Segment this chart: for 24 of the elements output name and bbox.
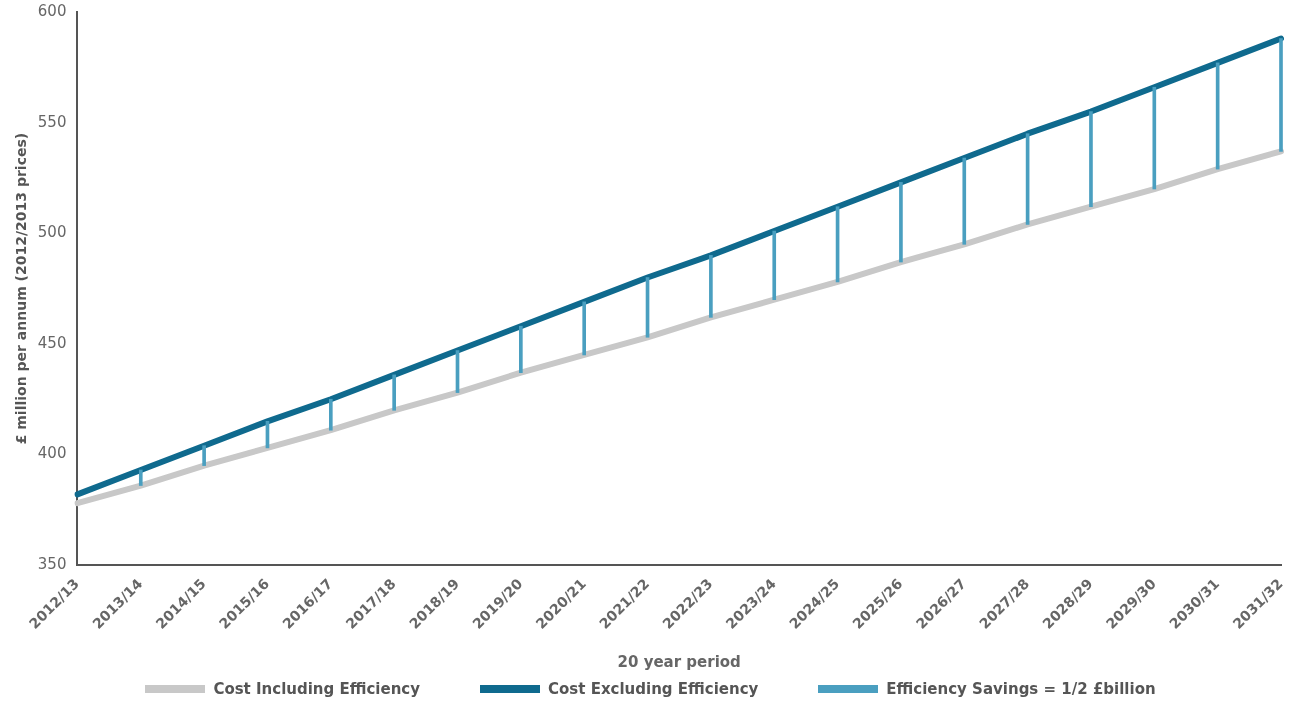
y-tick-label: 450 (37, 333, 67, 352)
bar (709, 255, 713, 318)
legend-label: Efficiency Savings = 1/2 £billion (886, 680, 1156, 698)
legend-label: Cost Excluding Efficiency (548, 680, 759, 698)
bar (899, 182, 903, 263)
y-tick-label: 350 (37, 555, 67, 574)
bar (772, 230, 777, 300)
bar (1152, 86, 1157, 190)
bar (1089, 111, 1093, 208)
y-tick-label: 400 (37, 444, 67, 463)
bar (328, 398, 333, 431)
bar (202, 445, 206, 466)
y-tick-label: 550 (37, 112, 67, 131)
bar (582, 301, 587, 356)
y-tick-label: 500 (37, 223, 67, 242)
bar (962, 157, 967, 245)
y-axis-title: £ million per annum (2012/2013 prices) (13, 132, 30, 445)
bar (1279, 38, 1283, 152)
y-tick-label: 600 (37, 1, 67, 20)
x-axis-title: 20 year period (617, 652, 741, 671)
legend-label: Cost Including Efficiency (213, 680, 421, 698)
bar (138, 469, 143, 486)
bar (519, 325, 523, 373)
bar (392, 374, 396, 411)
